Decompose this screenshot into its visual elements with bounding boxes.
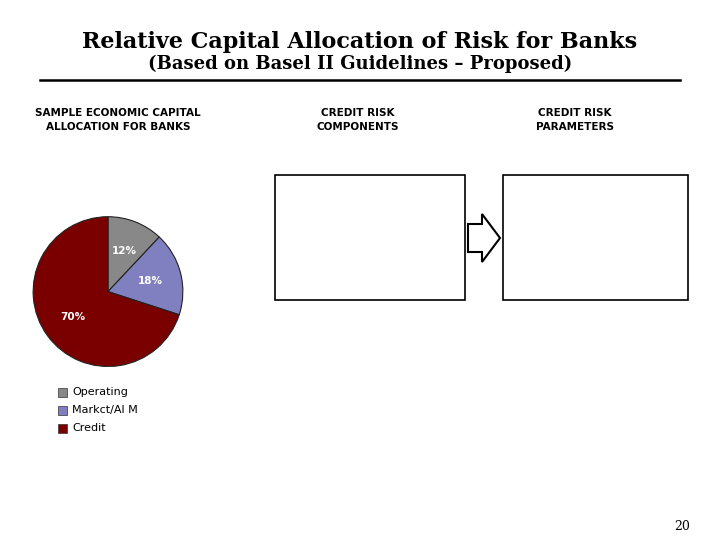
Text: Markct/Al M: Markct/Al M (72, 405, 138, 415)
Text: 18%: 18% (138, 276, 163, 286)
Wedge shape (33, 217, 179, 367)
Text: CREDIT RISK
PARAMETERS: CREDIT RISK PARAMETERS (536, 108, 614, 132)
Wedge shape (108, 217, 159, 292)
Text: Relative Capital Allocation of Risk for Banks: Relative Capital Allocation of Risk for … (82, 31, 638, 53)
Text: 70%: 70% (60, 312, 86, 322)
Text: Operating: Operating (72, 387, 128, 397)
Text: •  Recovery Rates: • Recovery Rates (515, 228, 629, 241)
Text: •  Default Severity: • Default Severity (287, 228, 405, 241)
Text: 12%: 12% (112, 246, 137, 256)
Text: 20: 20 (674, 519, 690, 532)
Text: SAMPLE ECONOMIC CAPITAL
ALLOCATION FOR BANKS: SAMPLE ECONOMIC CAPITAL ALLOCATION FOR B… (35, 108, 201, 132)
Text: CREDIT RISK
COMPONENTS: CREDIT RISK COMPONENTS (317, 108, 400, 132)
Text: •  Migration Probabilities: • Migration Probabilities (287, 266, 450, 279)
Text: •  Default Probability: • Default Probability (287, 193, 423, 206)
Text: Credit: Credit (72, 423, 106, 433)
Text: •  Scoring Models: • Scoring Models (515, 193, 641, 206)
Wedge shape (108, 237, 183, 315)
Polygon shape (468, 214, 500, 262)
Text: (Based on Basel II Guidelines – Proposed): (Based on Basel II Guidelines – Proposed… (148, 55, 572, 73)
Text: •  Transition Matrices: • Transition Matrices (515, 266, 655, 279)
